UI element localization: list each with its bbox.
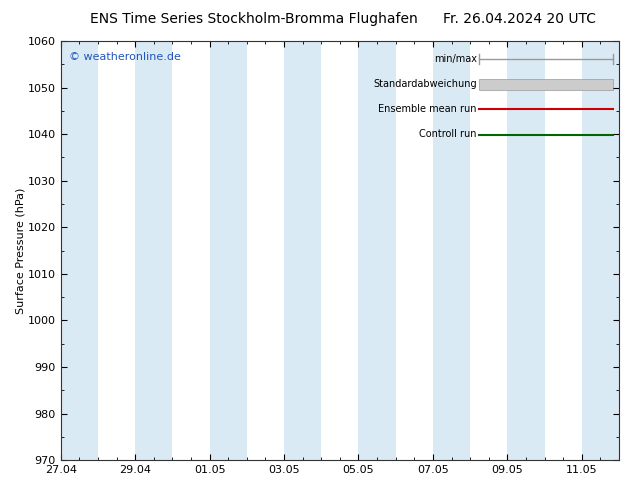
- FancyBboxPatch shape: [479, 79, 614, 90]
- Text: min/max: min/max: [434, 53, 477, 64]
- Y-axis label: Surface Pressure (hPa): Surface Pressure (hPa): [15, 187, 25, 314]
- Text: Ensemble mean run: Ensemble mean run: [378, 104, 477, 114]
- Bar: [210, 41, 247, 460]
- Text: Controll run: Controll run: [419, 129, 477, 139]
- Bar: [358, 41, 396, 460]
- Bar: [507, 41, 545, 460]
- Text: Fr. 26.04.2024 20 UTC: Fr. 26.04.2024 20 UTC: [443, 12, 597, 26]
- Bar: [284, 41, 321, 460]
- Text: ENS Time Series Stockholm-Bromma Flughafen: ENS Time Series Stockholm-Bromma Flughaf…: [90, 12, 417, 26]
- Text: © weatheronline.de: © weatheronline.de: [69, 51, 181, 62]
- Bar: [135, 41, 172, 460]
- Bar: [582, 41, 619, 460]
- Bar: [433, 41, 470, 460]
- Bar: [61, 41, 98, 460]
- Legend: min/max, Standardabweichung, Ensemble mean run, Controll run: min/max, Standardabweichung, Ensemble me…: [481, 46, 614, 99]
- Text: Standardabweichung: Standardabweichung: [373, 79, 477, 89]
